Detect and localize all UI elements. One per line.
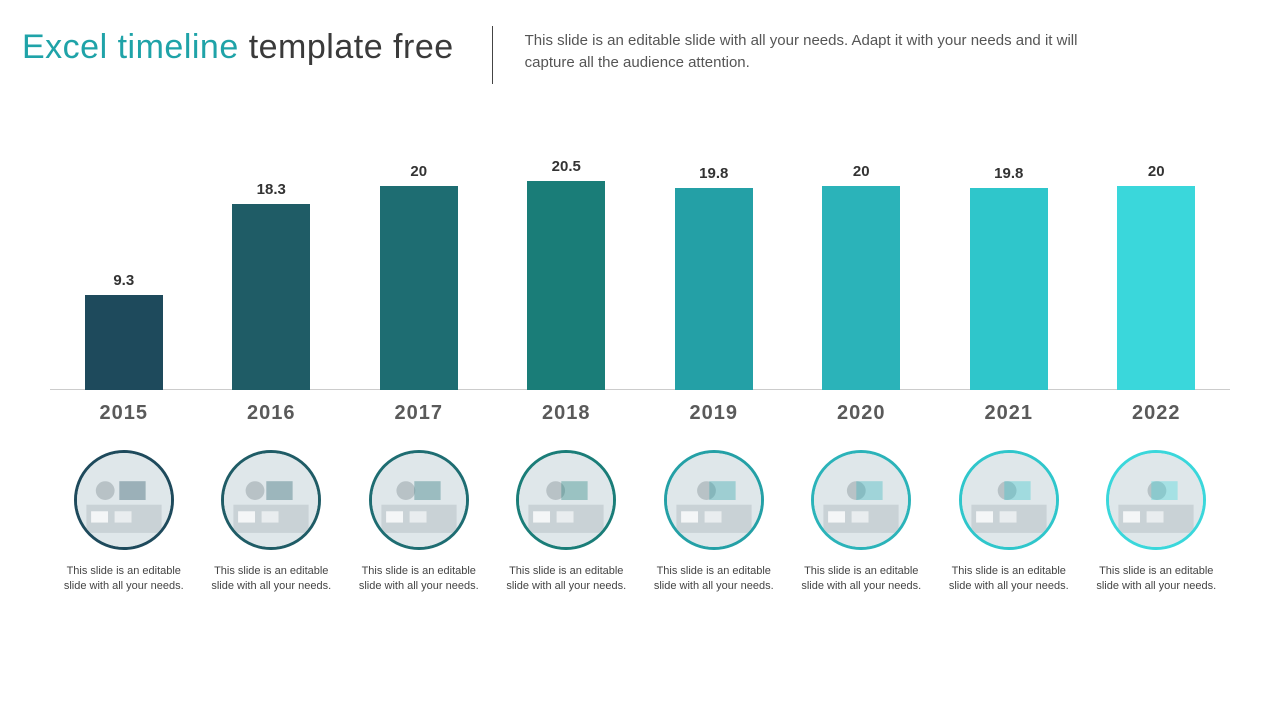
bar-column: 19.8	[935, 150, 1083, 390]
thumb-column: This slide is an editable slide with all…	[50, 450, 198, 594]
slide-title: Excel timeline template free	[22, 28, 454, 67]
header: Excel timeline template free This slide …	[0, 0, 1280, 84]
bar-column: 20	[345, 150, 493, 390]
year-label: 2016	[198, 402, 346, 425]
thumb-column: This slide is an editable slide with all…	[788, 450, 936, 594]
title-accent: Excel timeline	[22, 28, 239, 66]
slide-description: This slide is an editable slide with all…	[525, 28, 1085, 74]
bar-value-label: 20	[853, 163, 870, 180]
thumbnail-caption: This slide is an editable slide with all…	[1096, 564, 1216, 594]
thumbnail-circle	[664, 450, 764, 550]
bar-value-label: 20	[410, 163, 427, 180]
bar	[1117, 186, 1195, 390]
thumbnail-circle	[1106, 450, 1206, 550]
thumb-column: This slide is an editable slide with all…	[640, 450, 788, 594]
bar	[822, 186, 900, 390]
bar	[675, 188, 753, 390]
thumbnail-caption: This slide is an editable slide with all…	[506, 564, 626, 594]
thumbnail-caption: This slide is an editable slide with all…	[801, 564, 921, 594]
thumbnail-caption: This slide is an editable slide with all…	[654, 564, 774, 594]
bar-chart: 9.3 18.3 20 20.5 19.8 20 19.8 20	[50, 150, 1230, 390]
thumbnail-caption: This slide is an editable slide with all…	[211, 564, 331, 594]
thumbnail-circle	[516, 450, 616, 550]
year-axis: 20152016201720182019202020212022	[50, 402, 1230, 425]
bar	[380, 186, 458, 390]
bar	[970, 188, 1048, 390]
thumbnail-caption: This slide is an editable slide with all…	[949, 564, 1069, 594]
thumbnail-circle	[959, 450, 1059, 550]
thumbnail-circle	[221, 450, 321, 550]
thumbnail-circle	[369, 450, 469, 550]
thumb-column: This slide is an editable slide with all…	[935, 450, 1083, 594]
bar-column: 18.3	[198, 150, 346, 390]
bar	[85, 295, 163, 390]
thumb-column: This slide is an editable slide with all…	[198, 450, 346, 594]
bar-column: 20	[788, 150, 936, 390]
year-label: 2015	[50, 402, 198, 425]
bar-column: 19.8	[640, 150, 788, 390]
bar-column: 9.3	[50, 150, 198, 390]
year-label: 2017	[345, 402, 493, 425]
thumb-column: This slide is an editable slide with all…	[1083, 450, 1231, 594]
bar-column: 20.5	[493, 150, 641, 390]
thumbnail-circle	[811, 450, 911, 550]
year-label: 2020	[788, 402, 936, 425]
bar-value-label: 19.8	[994, 165, 1023, 182]
bar-value-label: 20.5	[552, 158, 581, 175]
year-label: 2022	[1083, 402, 1231, 425]
thumbnail-row: This slide is an editable slide with all…	[50, 450, 1230, 594]
thumbnail-circle	[74, 450, 174, 550]
bar-value-label: 18.3	[257, 181, 286, 198]
bar-columns: 9.3 18.3 20 20.5 19.8 20 19.8 20	[50, 150, 1230, 390]
bar-value-label: 20	[1148, 163, 1165, 180]
year-label: 2019	[640, 402, 788, 425]
bar	[527, 181, 605, 390]
bar-column: 20	[1083, 150, 1231, 390]
year-label: 2021	[935, 402, 1083, 425]
thumbnail-caption: This slide is an editable slide with all…	[64, 564, 184, 594]
bar-value-label: 19.8	[699, 165, 728, 182]
thumb-column: This slide is an editable slide with all…	[345, 450, 493, 594]
thumb-column: This slide is an editable slide with all…	[493, 450, 641, 594]
slide-root: Excel timeline template free This slide …	[0, 0, 1280, 720]
title-rest: template free	[239, 28, 454, 66]
bar	[232, 204, 310, 390]
year-label: 2018	[493, 402, 641, 425]
title-divider	[492, 26, 493, 84]
bar-value-label: 9.3	[113, 272, 134, 289]
thumbnail-caption: This slide is an editable slide with all…	[359, 564, 479, 594]
